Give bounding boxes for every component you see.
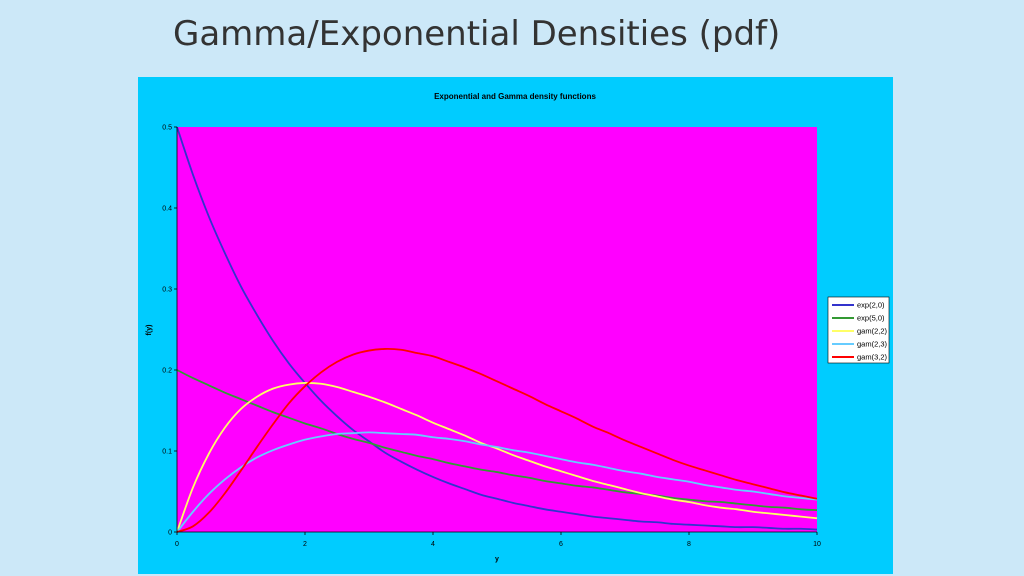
series-line-gam(2,3) [176, 431, 818, 533]
series-layer [176, 126, 818, 533]
plot-area [177, 127, 817, 532]
y-tick-label: 0 [168, 530, 172, 537]
legend-label: gam(3,2) [857, 353, 888, 362]
x-tick-label: 6 [559, 541, 563, 548]
x-tick-label: 10 [813, 541, 821, 548]
slide-title: Gamma/Exponential Densities (pdf) [173, 14, 781, 54]
y-tick-label: 0.1 [162, 449, 172, 456]
series-line-exp(5,0) [176, 369, 818, 512]
y-axis-label: f(y) [146, 325, 153, 336]
axes-layer: 0 0.1 0.2 0.3 0.4 0.5 0 2 4 6 8 10 [162, 125, 821, 549]
series-line-exp(2,0) [176, 126, 818, 531]
y-tick-label: 0.4 [162, 206, 172, 213]
density-chart: Exponential and Gamma density functions … [146, 92, 890, 563]
x-tick-label: 2 [303, 541, 307, 548]
x-tick-label: 0 [175, 541, 179, 548]
x-axis-label: y [495, 556, 499, 563]
chart-title: Exponential and Gamma density functions [434, 92, 596, 101]
y-tick-label: 0.3 [162, 287, 172, 294]
y-tick-label: 0.5 [162, 125, 172, 132]
legend-label: gam(2,2) [857, 327, 888, 336]
x-tick-label: 4 [431, 541, 435, 548]
legend-entries: exp(2,0) exp(5,0) gam(2,2) gam(2,3) gam(3,2) [832, 301, 888, 362]
legend: exp(2,0) exp(5,0) gam(2,2) gam(2,3) gam(3,2) [827, 296, 890, 364]
series-line-gam(2,2) [176, 382, 818, 533]
chart-frame: Exponential and Gamma density functions … [138, 77, 893, 574]
x-tick-label: 8 [687, 541, 691, 548]
legend-label: exp(5,0) [857, 314, 885, 323]
series-line-gam(3,2) [176, 348, 818, 533]
legend-label: exp(2,0) [857, 301, 885, 310]
legend-label: gam(2,3) [857, 340, 888, 349]
y-tick-label: 0.2 [162, 368, 172, 375]
